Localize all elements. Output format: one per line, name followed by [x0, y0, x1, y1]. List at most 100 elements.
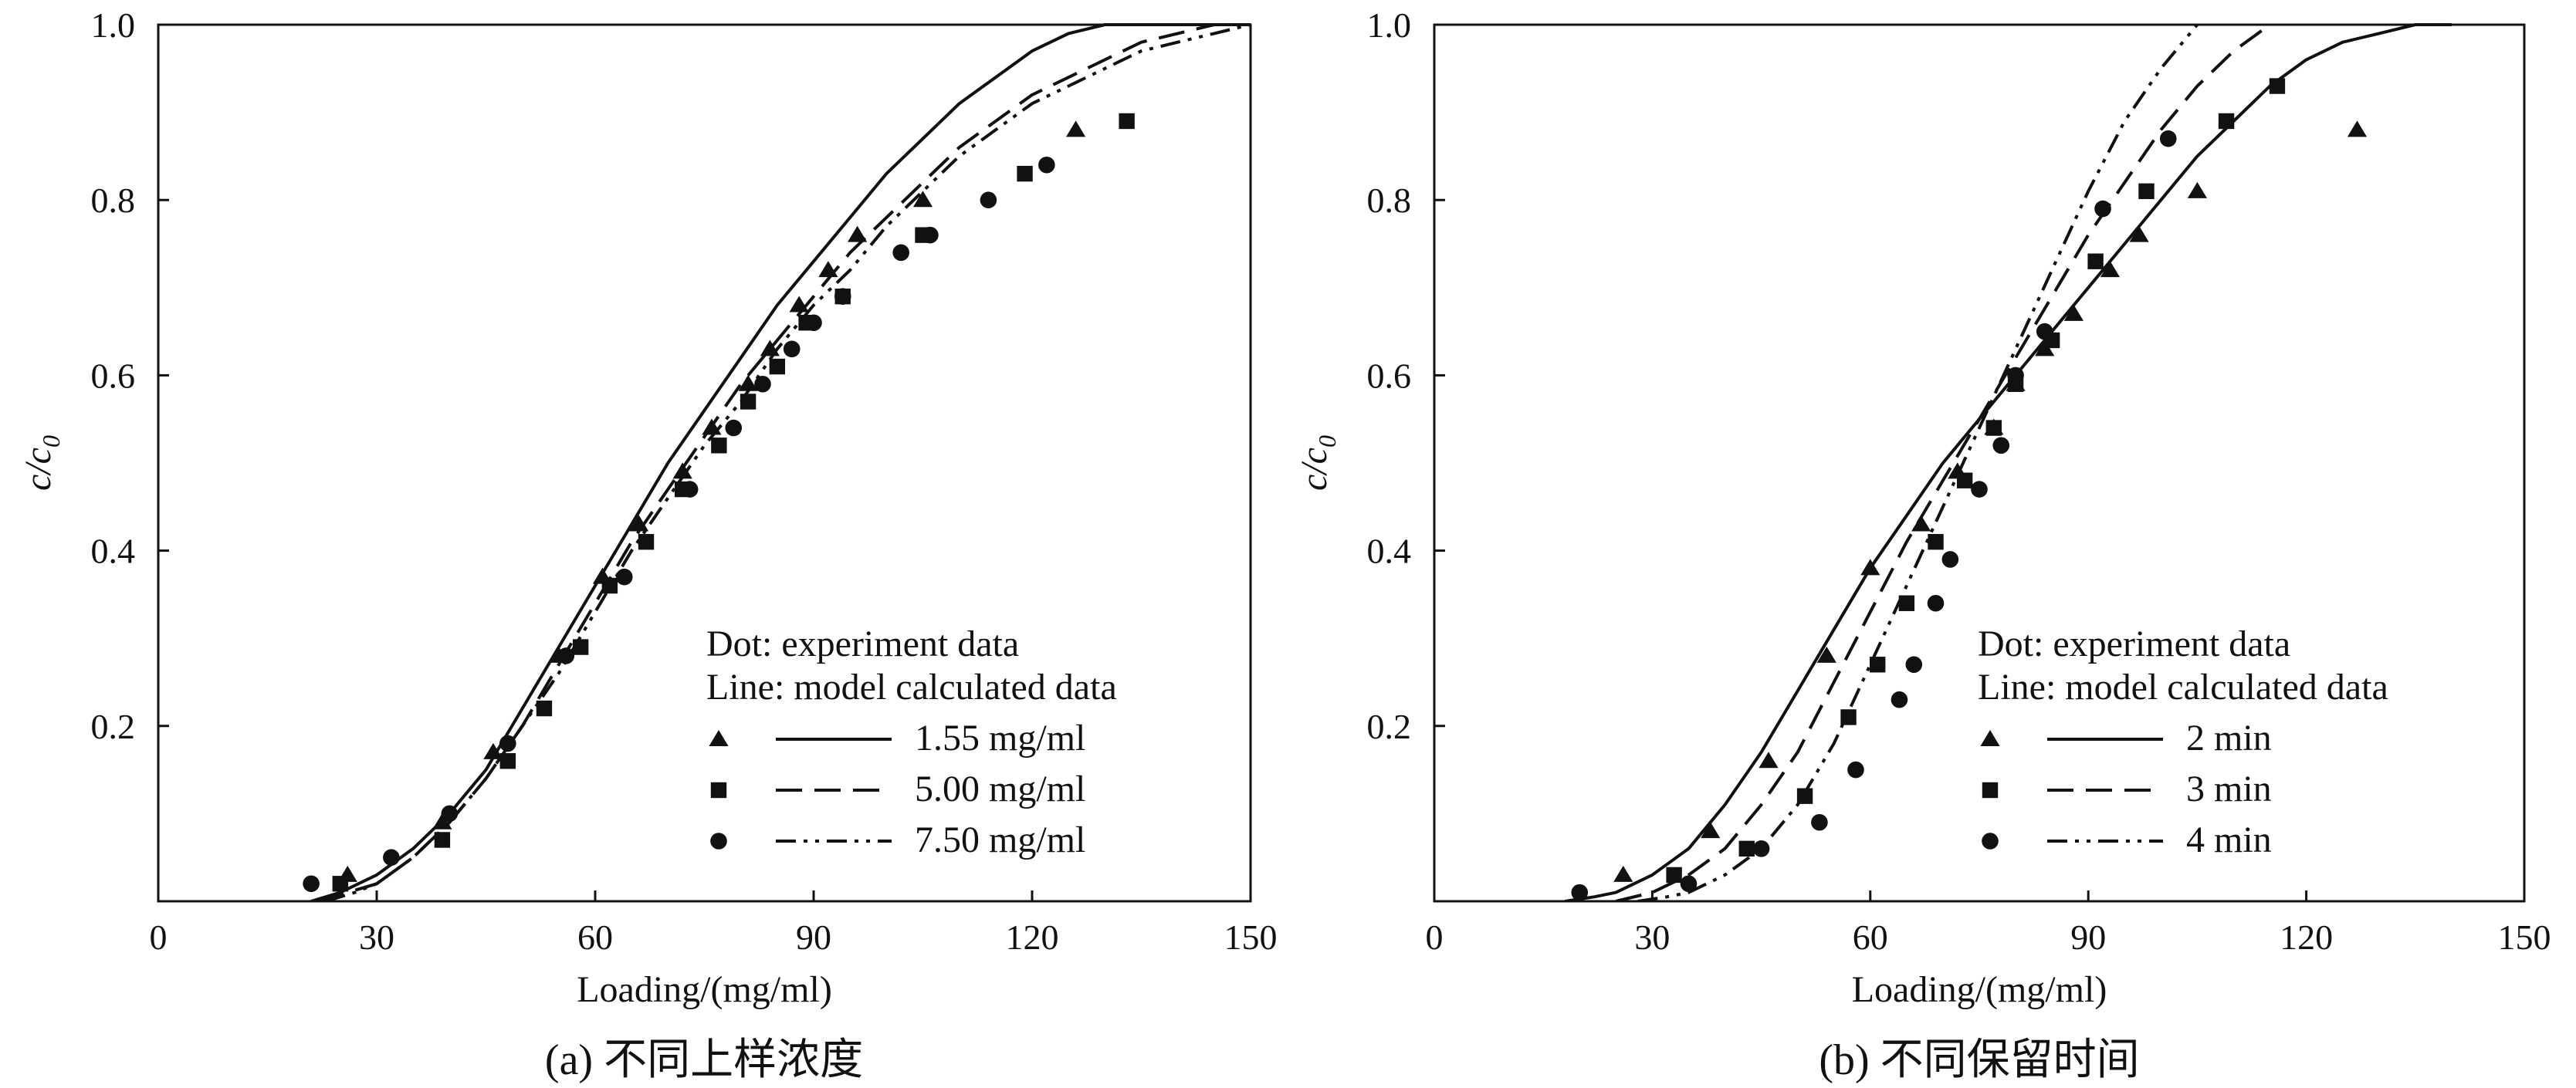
- data-point: [2094, 200, 2111, 218]
- y-tick-label: 1.0: [91, 5, 136, 45]
- data-point: [499, 735, 516, 752]
- x-tick-label: 0: [1426, 917, 1444, 957]
- model-curves: [310, 23, 1251, 901]
- y-axis-label-subscript: 0: [1313, 435, 1341, 448]
- experiment-points: [1666, 78, 2286, 884]
- data-point: [1796, 788, 1813, 804]
- data-point: [2087, 253, 2104, 269]
- legend-marker: [710, 833, 727, 850]
- data-point: [1928, 534, 1944, 550]
- chart-panel-b: 0 30 60 90 120 150 0.2 0.4 0.6 0.8 1.0 Loading/(mg/…: [1294, 5, 2551, 1084]
- data-point: [557, 647, 575, 664]
- x-axis-label: Loading/(mg/ml): [1852, 969, 2107, 1010]
- data-point: [601, 577, 618, 594]
- x-tick-label: 90: [2070, 917, 2106, 957]
- data-point: [1905, 656, 1923, 674]
- legend-series-label: 4 min: [2186, 819, 2272, 860]
- data-point: [2063, 304, 2083, 321]
- data-point: [2129, 225, 2149, 242]
- data-point: [332, 876, 349, 892]
- data-point: [2218, 113, 2235, 130]
- data-point: [572, 639, 589, 655]
- data-point: [1860, 559, 1880, 576]
- data-point: [1701, 822, 1721, 839]
- data-point: [1680, 875, 1698, 893]
- data-point: [912, 191, 933, 208]
- data-point: [848, 225, 868, 242]
- data-point: [629, 515, 649, 532]
- data-point: [2269, 78, 2286, 94]
- x-tick-label: 120: [2280, 917, 2333, 957]
- experiment-points: [1613, 120, 2368, 882]
- data-point: [1666, 867, 1682, 884]
- data-point: [303, 875, 320, 893]
- legend-series-label: 5.00 mg/ml: [915, 769, 1085, 809]
- data-point: [754, 375, 771, 393]
- data-point: [638, 534, 655, 550]
- data-point: [1985, 420, 2002, 436]
- data-point: [760, 340, 780, 356]
- data-point: [1870, 657, 1886, 673]
- data-point: [892, 244, 909, 262]
- legend-series-label: 7.50 mg/ml: [915, 819, 1085, 860]
- data-point: [1613, 865, 1633, 882]
- data-point: [441, 805, 459, 823]
- data-point: [1956, 472, 1973, 488]
- y-tick-label: 1.0: [1367, 5, 1412, 45]
- data-point: [834, 288, 851, 305]
- data-point: [2007, 367, 2024, 384]
- legend-title-lines: Line: model calculated data: [706, 667, 1117, 708]
- model-curve-4-min: [1637, 23, 2199, 901]
- y-tick-label: 0.8: [1367, 181, 1412, 220]
- x-tick-label: 0: [150, 917, 168, 957]
- model-curve-3-min: [1615, 23, 2271, 901]
- data-point: [738, 374, 758, 391]
- experiment-points: [1571, 130, 2177, 901]
- data-point: [1911, 515, 1931, 532]
- legend-title-dots: Dot: experiment data: [1978, 623, 2290, 664]
- x-tick-label: 120: [1006, 917, 1059, 957]
- data-point: [383, 849, 400, 866]
- legend-marker: [1982, 833, 1999, 850]
- data-point: [2100, 261, 2121, 278]
- data-point: [1927, 594, 1945, 612]
- x-tick-label: 150: [2498, 917, 2551, 957]
- data-point: [980, 191, 997, 208]
- model-curve-1-55-mg-ml: [310, 23, 1251, 901]
- legend-series-label: 1.55 mg/ml: [915, 718, 1085, 759]
- data-point: [434, 832, 451, 848]
- x-tick-label: 90: [796, 917, 831, 957]
- y-tick-label: 0.6: [91, 356, 136, 395]
- data-point: [499, 753, 516, 769]
- data-point: [1038, 156, 1055, 174]
- chart-panel-a: 0 30 60 90 120 150 0.2 0.4 0.6 0.8 1.0 Loading/(mg/…: [18, 5, 1278, 1084]
- y-axis-label-subscript: 0: [37, 435, 65, 448]
- y-axis-label: c/c0: [18, 435, 65, 491]
- plot-frame: [1433, 23, 2526, 903]
- data-point: [789, 296, 809, 313]
- legend-marker: [1982, 782, 1999, 799]
- data-point: [805, 314, 822, 332]
- x-tick-label: 30: [1634, 917, 1670, 957]
- y-tick-label: 0.2: [1367, 707, 1412, 746]
- experiment-points: [337, 120, 1086, 882]
- data-point: [1571, 884, 1589, 901]
- data-point: [1066, 120, 1086, 137]
- panel-caption: (b) 不同保留时间: [1819, 1036, 2139, 1084]
- data-point: [483, 742, 503, 759]
- data-point: [1941, 551, 1959, 568]
- data-point: [2159, 130, 2177, 147]
- data-point: [711, 438, 727, 454]
- legend-title-dots: Dot: experiment data: [706, 623, 1019, 664]
- data-point: [922, 226, 939, 244]
- data-point: [783, 340, 801, 358]
- data-point: [1811, 813, 1828, 831]
- legend-marker: [1980, 730, 2000, 746]
- legend-marker: [709, 730, 729, 746]
- panel-caption: (a) 不同上样浓度: [545, 1036, 863, 1084]
- model-curve-5-00-mg-ml: [317, 23, 1251, 901]
- model-curve-2-min: [1565, 23, 2452, 901]
- data-point: [2138, 183, 2155, 200]
- y-tick-label: 0.2: [91, 707, 136, 746]
